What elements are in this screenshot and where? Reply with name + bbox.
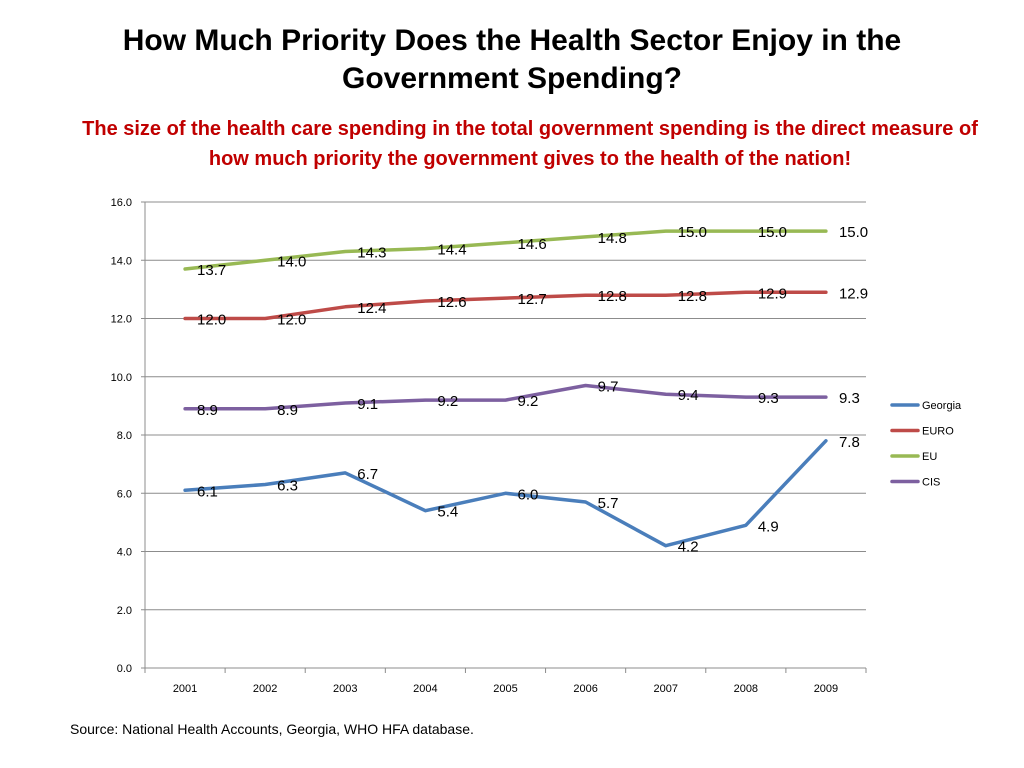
data-label-eu: 15.0 (758, 224, 787, 241)
y-tick-label: 6.0 (117, 488, 132, 500)
slide-subtitle: The size of the health care spending in … (82, 118, 978, 170)
series-lines (183, 229, 828, 548)
data-label-georgia: 4.9 (758, 518, 779, 535)
legend-label-cis: CIS (922, 477, 940, 489)
y-tick-label: 10.0 (111, 372, 132, 384)
x-tick-label: 2005 (493, 683, 517, 695)
data-label-cis: 8.9 (197, 402, 218, 419)
legend-label-eu: EU (922, 451, 937, 463)
y-tick-label: 2.0 (117, 605, 132, 617)
data-label-cis: 9.2 (518, 393, 539, 410)
slide-title: How Much Priority Does the Health Sector… (122, 24, 902, 95)
y-tick-label: 0.0 (117, 663, 132, 675)
data-label-cis: 9.2 (437, 393, 458, 410)
x-tick-label: 2003 (333, 683, 357, 695)
series-line-euro (183, 290, 828, 321)
data-label-cis: 9.4 (678, 387, 699, 404)
data-label-euro: 12.9 (758, 285, 787, 302)
data-label-cis: 8.9 (277, 402, 298, 419)
x-tick-label: 2002 (253, 683, 277, 695)
data-label-eu: 14.3 (357, 245, 386, 262)
data-label-eu: 14.8 (598, 230, 627, 247)
x-tick-label: 2004 (413, 683, 437, 695)
data-label-georgia: 6.0 (518, 486, 539, 503)
data-label-euro: 12.8 (598, 288, 627, 305)
data-label-cis: 9.3 (758, 390, 779, 407)
data-label-georgia: 6.3 (277, 478, 298, 495)
x-axis-ticks: 2001 2002 2003 2004 2005 2006 2007 2008 2009 (144, 668, 867, 695)
data-label-eu: 14.6 (518, 236, 547, 253)
series-line-cis (183, 383, 828, 411)
data-label-euro: 12.9 (839, 285, 868, 302)
series-line-georgia (183, 439, 828, 548)
x-tick-label: 2006 (573, 683, 597, 695)
data-label-euro: 12.0 (277, 312, 306, 329)
data-labels: 6.1 6.3 6.7 5.4 6.0 5.7 4.2 4.9 7.8 12.0 12.0 12.4 1… (197, 224, 868, 556)
data-label-georgia: 4.2 (678, 539, 699, 556)
x-tick-label: 2009 (814, 683, 838, 695)
y-tick-label: 8.0 (117, 430, 132, 442)
data-label-georgia: 5.7 (598, 495, 619, 512)
data-label-eu: 13.7 (197, 262, 226, 279)
data-label-eu: 14.0 (277, 253, 306, 270)
data-label-georgia: 6.1 (197, 483, 218, 500)
data-label-georgia: 7.8 (839, 434, 860, 451)
data-label-cis: 9.1 (357, 396, 378, 413)
x-tick-label: 2008 (734, 683, 758, 695)
data-label-eu: 15.0 (839, 224, 868, 241)
legend-label-euro: EURO (922, 426, 954, 438)
data-label-euro: 12.0 (197, 312, 226, 329)
data-label-euro: 12.6 (437, 294, 466, 311)
y-axis-ticks: 0.0 2.0 4.0 6.0 8.0 10.0 12.0 14.0 16.0 (111, 197, 145, 675)
y-tick-label: 16.0 (111, 197, 132, 209)
data-label-cis: 9.7 (598, 378, 619, 395)
x-tick-label: 2001 (173, 683, 197, 695)
source-note: Source: National Health Accounts, Georgi… (70, 721, 474, 737)
y-tick-label: 12.0 (111, 314, 132, 326)
data-label-georgia: 5.4 (437, 504, 458, 521)
data-label-euro: 12.8 (678, 288, 707, 305)
data-label-euro: 12.4 (357, 300, 386, 317)
x-tick-label: 2007 (653, 683, 677, 695)
y-tick-label: 14.0 (111, 255, 132, 267)
y-tick-label: 4.0 (117, 547, 132, 559)
legend-label-georgia: Georgia (922, 400, 962, 412)
data-label-cis: 9.3 (839, 390, 860, 407)
gridlines (145, 201, 866, 669)
data-label-euro: 12.7 (518, 291, 547, 308)
data-label-georgia: 6.7 (357, 466, 378, 483)
data-label-eu: 15.0 (678, 224, 707, 241)
series-line-eu (183, 229, 828, 271)
data-label-eu: 14.4 (437, 242, 466, 259)
legend: Georgia EURO EU CIS (890, 400, 962, 489)
